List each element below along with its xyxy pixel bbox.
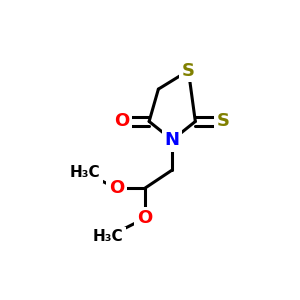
- Text: S: S: [182, 61, 195, 80]
- Text: O: O: [114, 112, 129, 130]
- Text: O: O: [109, 179, 124, 197]
- Text: S: S: [217, 112, 230, 130]
- Text: O: O: [137, 209, 152, 227]
- Text: N: N: [165, 131, 180, 149]
- Text: H₃C: H₃C: [92, 230, 123, 244]
- Text: H₃C: H₃C: [69, 165, 100, 180]
